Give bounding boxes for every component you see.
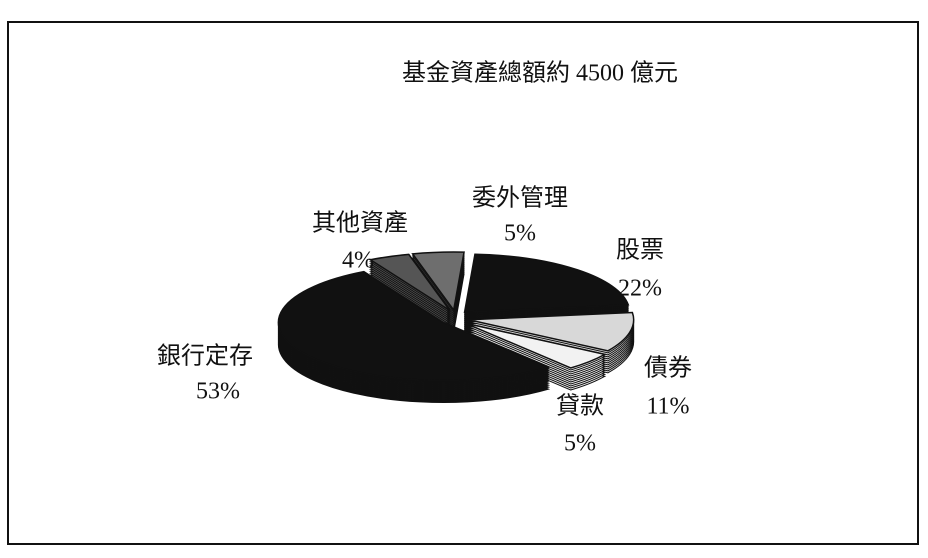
slice-label: 委外管理 — [472, 185, 568, 212]
slice-label: 股票 — [616, 238, 664, 264]
slice-label: 債券 — [644, 355, 692, 382]
value-label: 5% — [504, 221, 536, 247]
value-label: 53% — [196, 379, 240, 405]
chart-frame — [7, 21, 919, 545]
value-label: 4% — [342, 248, 374, 274]
slice — [465, 322, 607, 369]
slice — [368, 253, 451, 312]
slice — [468, 311, 635, 352]
slice-label: 其他資產 — [312, 210, 408, 237]
value-label: 11% — [646, 394, 689, 420]
slice-label: 銀行定存 — [157, 343, 253, 370]
slice — [277, 270, 551, 382]
slice-label: 貸款 — [556, 393, 604, 420]
value-label: 22% — [618, 276, 662, 302]
value-label: 5% — [564, 431, 596, 457]
slice — [463, 253, 630, 313]
slice — [411, 251, 465, 312]
chart-title: 基金資產總額約 4500 億元 — [402, 60, 678, 87]
